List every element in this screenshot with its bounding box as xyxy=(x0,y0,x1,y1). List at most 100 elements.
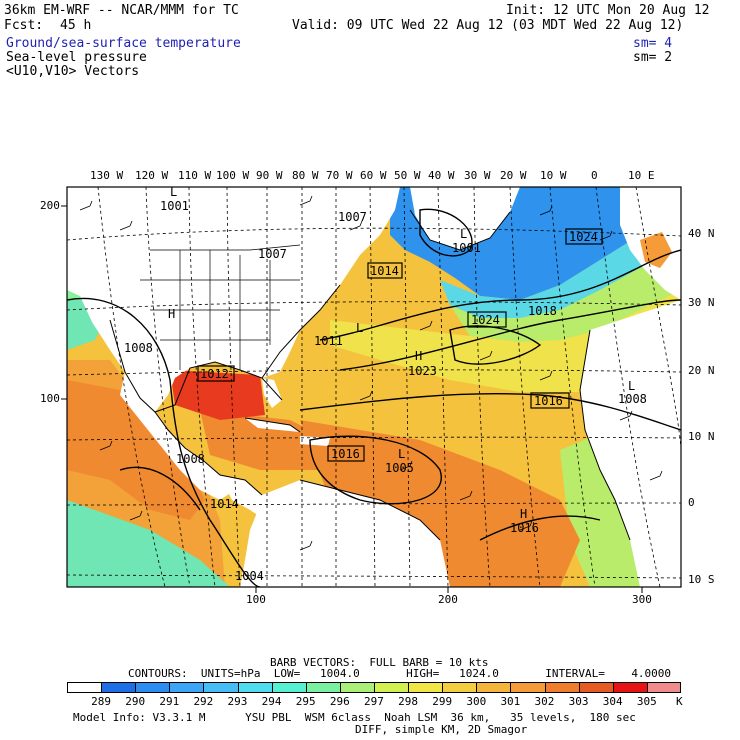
lat-label: 30 N xyxy=(688,296,715,309)
lon-label: 100 W xyxy=(216,169,250,182)
colorbar-swatch xyxy=(544,682,579,693)
colorbar-swatch xyxy=(135,682,170,693)
lat-label: 40 N xyxy=(688,227,715,240)
isobar-box xyxy=(367,262,403,279)
colorbar-swatch xyxy=(101,682,136,693)
lon-label: 10 E xyxy=(628,169,655,182)
grid-label-bottom: 100 xyxy=(246,593,266,606)
sst-pacific-south xyxy=(67,500,230,587)
hl-mark: L xyxy=(170,185,177,199)
lon-label: 50 W xyxy=(394,169,421,182)
land-cuba xyxy=(245,418,300,432)
sst-field-base xyxy=(67,187,681,587)
hl-mark: H xyxy=(168,307,175,321)
lon-label: 60 W xyxy=(360,169,387,182)
isobar-label: 1024 xyxy=(471,313,500,327)
lon-label: 10 W xyxy=(540,169,567,182)
colorbar-swatch xyxy=(237,682,272,693)
contours-text: CONTOURS: UNITS=hPa LOW= 1004.0 HIGH= 10… xyxy=(128,667,672,680)
land-iberia xyxy=(640,232,672,268)
colorbar-swatch xyxy=(339,682,374,693)
colorbar-swatch xyxy=(271,682,306,693)
hl-mark: H xyxy=(520,507,527,521)
colorbar xyxy=(67,682,681,693)
colorbar-swatch xyxy=(203,682,238,693)
land-central-america xyxy=(220,475,272,520)
isobars xyxy=(67,208,681,587)
isobar-label: 1005 xyxy=(385,461,414,475)
isobar-label: 1024 xyxy=(569,230,598,244)
colorbar-swatch xyxy=(408,682,443,693)
isobar-box xyxy=(467,311,507,328)
colorbar-swatch xyxy=(305,682,340,693)
hl-mark: L xyxy=(398,447,405,461)
isobar-box xyxy=(197,365,235,382)
colorbar-tick-label: 294 xyxy=(261,695,282,708)
land-mexico xyxy=(120,372,232,500)
colorbar-tick-label: 297 xyxy=(364,695,384,708)
isobar-label: 1008 xyxy=(124,341,153,355)
grid-label-bottom: 300 xyxy=(632,593,652,606)
land-greenland xyxy=(410,187,520,250)
land-hispaniola xyxy=(300,436,330,446)
isobar-label: 1018 xyxy=(528,304,557,318)
init-time: Init: 12 UTC Mon 20 Aug 12 xyxy=(506,3,710,18)
sst-nw-pacific xyxy=(67,187,170,350)
lon-label: 80 W xyxy=(292,169,319,182)
sst-nw-pacific-cool xyxy=(67,187,130,300)
colorbar-tick-label: 296 xyxy=(329,695,350,708)
pressure-labels: 1001 1007 1007 1001 1024 1018 1024 1016 … xyxy=(124,185,647,583)
lon-label: 70 W xyxy=(326,169,353,182)
sst-south-atlantic-cool xyxy=(560,400,681,587)
colorbar-tick-label: 292 xyxy=(193,695,214,708)
state-borders xyxy=(140,244,301,370)
hl-mark: L xyxy=(460,227,467,241)
field-smoothing-sst: sm= 4 xyxy=(633,36,673,51)
colorbar-swatch xyxy=(67,682,102,693)
isobar-label: 1023 xyxy=(408,364,437,378)
lon-label: 40 W xyxy=(428,169,455,182)
colorbar-labels: 289 290 291 292 293 294 295 296 297 298 299 300 301 3… xyxy=(0,696,740,708)
colorbar-swatch xyxy=(578,682,613,693)
colorbar-tick-label: 295 xyxy=(295,695,316,708)
lat-label: 10 S xyxy=(688,573,715,586)
field-label-slp: Sea-level pressure xyxy=(6,50,147,65)
isobar-label: 1001 xyxy=(452,241,481,255)
hl-mark: L xyxy=(356,321,363,335)
lat-label: 0 xyxy=(688,496,695,509)
colorbar-unit: K xyxy=(676,695,683,708)
lon-label: 30 W xyxy=(464,169,491,182)
land-africa xyxy=(580,300,681,587)
sst-pacific-warm xyxy=(67,360,225,587)
isobar-label: 1016 xyxy=(331,447,360,461)
land-north-america xyxy=(67,187,400,412)
colorbar-swatch xyxy=(646,682,681,693)
grid-label-left: 200 xyxy=(40,199,60,212)
grid-label-left: 100 xyxy=(40,392,60,405)
colorbar-tick-label: 305 xyxy=(636,695,657,708)
lon-label: 120 W xyxy=(135,169,169,182)
sst-cold-north xyxy=(390,187,681,300)
isobar-label: 1008 xyxy=(176,452,205,466)
isobar-label: 1008 xyxy=(618,392,647,406)
lon-label: 90 W xyxy=(256,169,283,182)
hl-mark: L xyxy=(628,379,635,393)
colorbar-swatch xyxy=(510,682,545,693)
coastlines xyxy=(109,209,631,541)
isobar-box xyxy=(530,392,570,409)
forecast-hours: 45 h xyxy=(60,18,92,33)
isobar-label: 1007 xyxy=(258,247,287,261)
sst-atlantic-hot xyxy=(300,420,580,587)
model-title: 36km EM-WRF -- NCAR/MMM for TC xyxy=(4,3,239,18)
colorbar-swatch xyxy=(612,682,647,693)
valid-time: Valid: 09 UTC Wed 22 Aug 12 (03 MDT Wed … xyxy=(292,18,684,33)
isobar-label: 1001 xyxy=(160,199,189,213)
land-florida xyxy=(262,378,282,408)
grid-label-bottom: 200 xyxy=(438,593,458,606)
sst-yellow-band xyxy=(330,290,681,392)
colorbar-tick-label: 291 xyxy=(159,695,180,708)
colorbar-swatch xyxy=(169,682,204,693)
lat-lon-grid xyxy=(67,187,681,587)
colorbar-tick-label: 300 xyxy=(466,695,487,708)
